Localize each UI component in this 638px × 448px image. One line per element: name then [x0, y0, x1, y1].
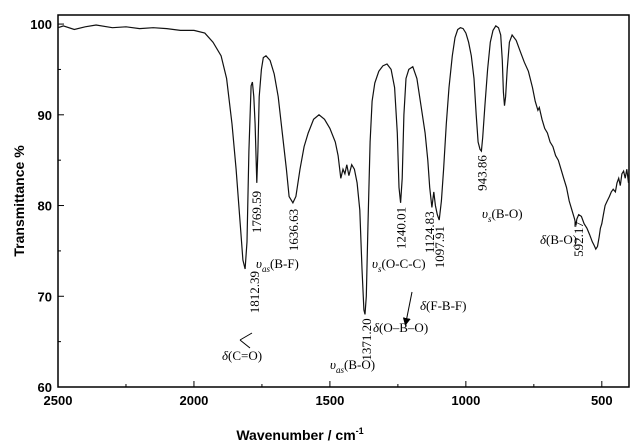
x-axis-title-superscript: -1: [356, 426, 364, 436]
assignment-b-o-s: υs(B-O): [482, 206, 523, 224]
y-axis-ticks: 60 70 80 90 100: [30, 17, 64, 395]
x-tick-label-500: 500: [591, 393, 613, 408]
x-axis-title-text: Wavenumber / cm: [236, 427, 355, 443]
assignment-o-b-o: δ(O–B–O): [373, 320, 428, 335]
arrow-c-o: [240, 333, 252, 348]
peak-label-1240: 1240.01: [394, 207, 409, 249]
y-tick-label-80: 80: [38, 199, 52, 214]
assignment-o-c-c: υs(O-C-C): [372, 256, 426, 274]
assignment-b-f: υas(B-F): [256, 256, 299, 274]
peak-label-1769: 1769.59: [249, 191, 264, 233]
x-tick-label-2500: 2500: [44, 393, 73, 408]
peak-label-1097: 1097.91: [432, 226, 447, 268]
y-tick-label-60: 60: [38, 380, 52, 395]
plot-frame: [58, 15, 629, 387]
peak-label-1812: 1812.39: [247, 271, 262, 313]
assignment-c-o: δ(C=O): [222, 348, 262, 363]
x-tick-label-2000: 2000: [179, 393, 208, 408]
x-axis-ticks: 2500 2000 1500 1000 500: [44, 381, 613, 408]
assignment-b-o-as: υas(B-O): [330, 357, 375, 375]
y-tick-label-90: 90: [38, 108, 52, 123]
y-tick-label-70: 70: [38, 289, 52, 304]
x-axis-title: Wavenumber / cm-1: [236, 426, 363, 443]
arrow-o-b-o: [406, 292, 412, 322]
x-tick-label-1000: 1000: [451, 393, 480, 408]
y-tick-label-100: 100: [30, 17, 52, 32]
peak-label-943: 943.86: [474, 155, 489, 191]
assignment-b-o-d: δ(B-O): [540, 232, 577, 247]
spectrum-series-line: [58, 25, 629, 314]
assignment-f-b-f: δ(F-B-F): [420, 298, 467, 313]
peak-label-1636: 1636.63: [286, 209, 301, 251]
y-axis-title: Transmittance %: [11, 145, 27, 257]
peak-label-1371: 1371.20: [359, 318, 374, 360]
x-tick-label-1500: 1500: [315, 393, 344, 408]
